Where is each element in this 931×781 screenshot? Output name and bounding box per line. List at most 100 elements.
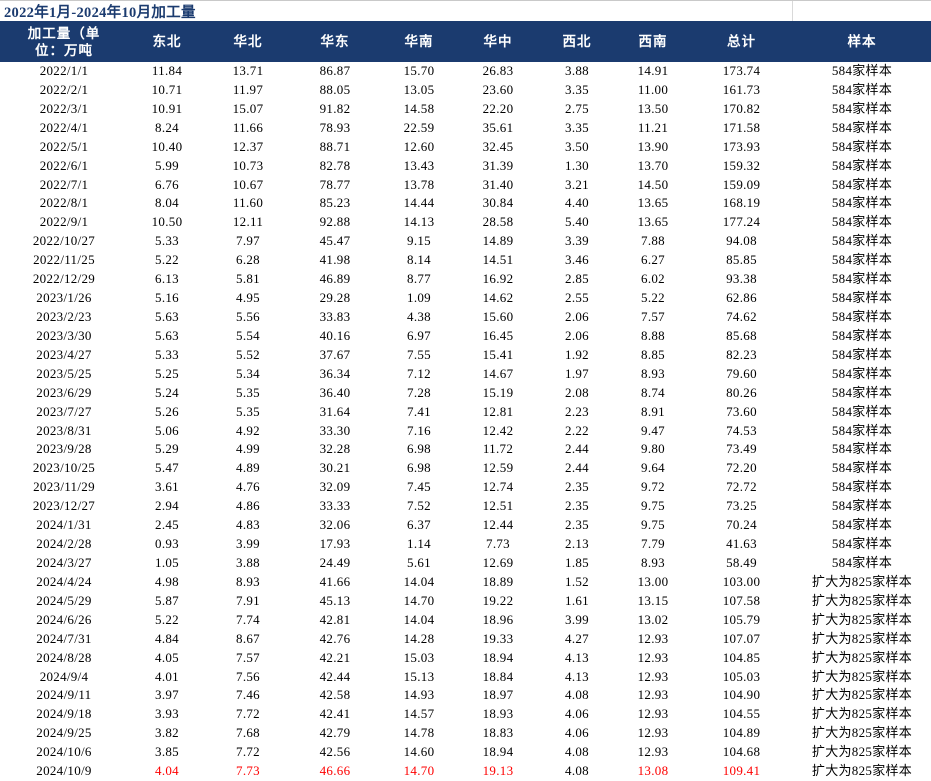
- value-cell: 62.86: [726, 290, 757, 306]
- value-cell: 107.58: [722, 592, 761, 608]
- value-cell: 13.65: [637, 195, 669, 211]
- value-cell: 4.84: [155, 630, 179, 646]
- value-cell: 13.15: [637, 592, 669, 608]
- value-cell: 161.73: [722, 81, 761, 97]
- value-cell: 7.73: [236, 763, 260, 779]
- value-cell: 8.85: [641, 346, 665, 362]
- value-cell: 85.85: [726, 252, 757, 268]
- table-row: 2023/10/25 5.47 4.89 30.21 6.98 12.59 2.44 9.64…: [0, 459, 931, 478]
- value-cell: 73.25: [726, 498, 757, 514]
- value-cell: 33.33: [319, 498, 351, 514]
- value-cell: 14.70: [403, 592, 435, 608]
- value-cell: 72.20: [726, 460, 757, 476]
- value-cell: 8.74: [641, 384, 665, 400]
- table-row: 2024/5/29 5.87 7.91 45.13 14.70 19.22 1.61 13.1…: [0, 592, 931, 611]
- date-cell: 2022/2/1: [39, 81, 89, 97]
- value-cell: 2.44: [565, 460, 589, 476]
- value-cell: 7.72: [236, 706, 260, 722]
- value-cell: 15.13: [403, 668, 435, 684]
- value-cell: 3.35: [565, 81, 589, 97]
- value-cell: 13.02: [637, 611, 669, 627]
- value-cell: 82.23: [726, 346, 757, 362]
- table-row: 2023/2/23 5.63 5.56 33.83 4.38 15.60 2.06 7.57 7…: [0, 308, 931, 327]
- value-cell: 1.05: [155, 554, 179, 570]
- value-cell: 16.92: [482, 271, 514, 287]
- value-cell: 2.35: [565, 517, 589, 533]
- header-cell: 西北: [538, 21, 616, 62]
- table-row: 2022/7/1 6.76 10.67 78.77 13.78 31.40 3.21 14.5…: [0, 176, 931, 195]
- value-cell: 70.24: [726, 517, 757, 533]
- value-cell: 31.64: [319, 403, 351, 419]
- value-cell: 22.59: [403, 119, 435, 135]
- value-cell: 6.02: [641, 271, 665, 287]
- value-cell: 12.74: [482, 479, 514, 495]
- date-cell: 2023/3/30: [36, 327, 92, 343]
- table-row: 2024/9/11 3.97 7.46 42.58 14.93 18.97 4.08 12.9…: [0, 686, 931, 705]
- value-cell: 7.79: [641, 536, 665, 552]
- table-row: 2022/1/1 11.84 13.71 86.87 15.70 26.83 3.88 14.…: [0, 62, 931, 81]
- table-row: 2022/6/1 5.99 10.73 82.78 13.43 31.39 1.30 13.7…: [0, 157, 931, 176]
- value-cell: 1.52: [565, 573, 589, 589]
- table-body: 2022/1/1 11.84 13.71 86.87 15.70 26.83 3.88 14.…: [0, 62, 931, 781]
- value-cell: 42.56: [319, 744, 351, 760]
- header-cell: 华东: [290, 21, 380, 62]
- sample-cell: 584家样本: [831, 157, 893, 173]
- sample-cell: 扩大为825家样本: [811, 611, 913, 627]
- value-cell: 4.01: [155, 668, 179, 684]
- value-cell: 5.25: [155, 365, 179, 381]
- header-cell: 西南: [616, 21, 690, 62]
- sample-cell: 584家样本: [831, 384, 893, 400]
- header-cell: 总计: [690, 21, 793, 62]
- value-cell: 13.71: [232, 63, 264, 78]
- sample-cell: 扩大为825家样本: [811, 630, 913, 646]
- value-cell: 19.13: [482, 763, 514, 779]
- value-cell: 32.09: [319, 479, 351, 495]
- value-cell: 7.74: [236, 611, 260, 627]
- date-cell: 2022/1/1: [39, 63, 89, 78]
- value-cell: 13.50: [637, 100, 669, 116]
- value-cell: 4.99: [236, 441, 260, 457]
- value-cell: 13.70: [637, 157, 669, 173]
- value-cell: 8.93: [641, 554, 665, 570]
- date-cell: 2023/12/27: [32, 498, 96, 514]
- value-cell: 12.59: [482, 460, 514, 476]
- value-cell: 7.72: [236, 744, 260, 760]
- value-cell: 28.58: [482, 214, 514, 230]
- value-cell: 13.78: [403, 176, 435, 192]
- value-cell: 6.97: [407, 327, 431, 343]
- value-cell: 12.93: [637, 744, 669, 760]
- value-cell: 18.83: [482, 725, 514, 741]
- table-row: 2024/3/27 1.05 3.88 24.49 5.61 12.69 1.85 8.93 5…: [0, 554, 931, 573]
- value-cell: 41.63: [726, 536, 757, 552]
- date-cell: 2024/10/6: [36, 744, 92, 760]
- date-cell: 2024/2/28: [36, 536, 92, 552]
- date-cell: 2023/5/25: [36, 365, 92, 381]
- value-cell: 15.19: [482, 384, 514, 400]
- value-cell: 5.33: [155, 346, 179, 362]
- value-cell: 92.88: [319, 214, 351, 230]
- value-cell: 9.15: [407, 233, 431, 249]
- value-cell: 5.33: [155, 233, 179, 249]
- value-cell: 4.13: [565, 668, 589, 684]
- value-cell: 85.23: [319, 195, 351, 211]
- value-cell: 30.84: [482, 195, 514, 211]
- table-row: 2024/2/28 0.93 3.99 17.93 1.14 7.73 2.13 7.79 41…: [0, 535, 931, 554]
- value-cell: 93.38: [726, 271, 757, 287]
- table-row: 2023/4/27 5.33 5.52 37.67 7.55 15.41 1.92 8.85 8…: [0, 346, 931, 365]
- value-cell: 15.41: [482, 346, 514, 362]
- value-cell: 88.71: [319, 138, 351, 154]
- date-cell: 2023/1/26: [36, 290, 92, 306]
- value-cell: 10.67: [232, 176, 264, 192]
- value-cell: 16.45: [482, 327, 514, 343]
- value-cell: 6.27: [641, 252, 665, 268]
- table-row: 2022/5/1 10.40 12.37 88.71 12.60 32.45 3.50 13.…: [0, 138, 931, 157]
- value-cell: 11.84: [151, 63, 183, 78]
- value-cell: 30.21: [319, 460, 351, 476]
- value-cell: 3.85: [155, 744, 179, 760]
- value-cell: 107.07: [722, 630, 761, 646]
- date-cell: 2022/6/1: [39, 157, 89, 173]
- value-cell: 5.22: [155, 611, 179, 627]
- value-cell: 14.44: [403, 195, 435, 211]
- value-cell: 7.41: [407, 403, 431, 419]
- sample-cell: 扩大为825家样本: [811, 668, 913, 684]
